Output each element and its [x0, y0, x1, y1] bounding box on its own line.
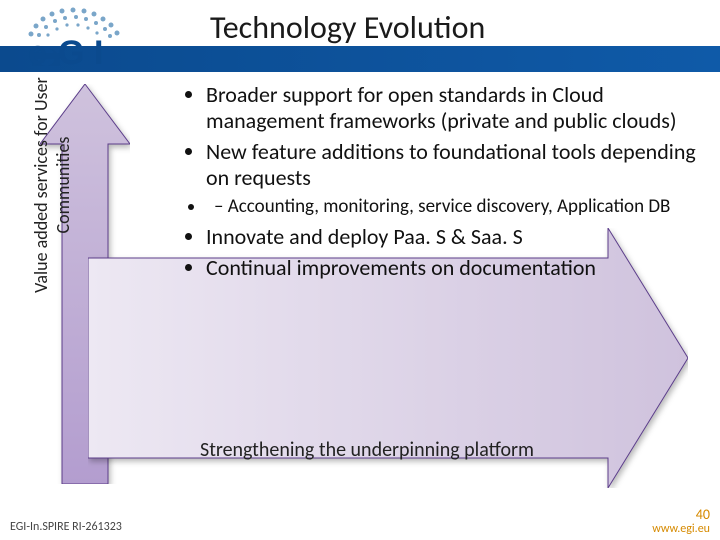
- vertical-arrow-label: Value added services for User Communitie…: [30, 70, 74, 300]
- horizontal-arrow-label: Strengthening the underpinning platform: [200, 438, 534, 462]
- bullet-item: New feature additions to foundational to…: [206, 139, 698, 192]
- footer-url: www.egi.eu: [652, 522, 710, 536]
- svg-text:e: e: [28, 34, 47, 66]
- header: e G I Technology Evolution: [0, 0, 720, 75]
- page-number: 40: [652, 507, 710, 522]
- egi-logo: e G I: [6, 4, 181, 66]
- content-bullets: Broader support for open standards in Cl…: [178, 82, 698, 285]
- svg-text:I: I: [94, 34, 103, 66]
- slide: e G I Technology Evolution Value added s…: [0, 0, 720, 540]
- svg-text:G: G: [58, 34, 84, 66]
- vlabel-line2: Communities: [52, 70, 74, 300]
- footer-right: 40 www.egi.eu: [652, 507, 710, 536]
- footer-left: EGI-In.SPIRE RI-261323: [10, 520, 122, 534]
- bullet-item: Broader support for open standards in Cl…: [206, 82, 698, 135]
- bullet-item: Continual improvements on documentation: [206, 255, 698, 281]
- bullet-item: Innovate and deploy Paa. S & Saa. S: [206, 224, 698, 250]
- sub-bullet-item: Accounting, monitoring, service discover…: [206, 196, 698, 219]
- vlabel-line1: Value added services for User: [30, 77, 52, 293]
- slide-title: Technology Evolution: [210, 8, 485, 47]
